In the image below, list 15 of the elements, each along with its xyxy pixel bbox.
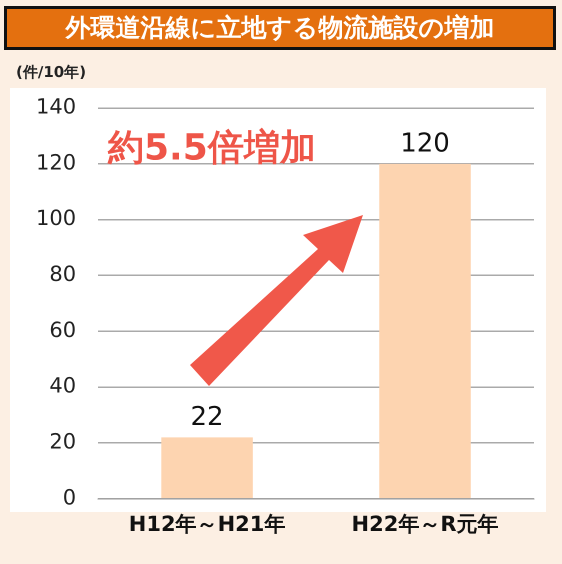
y-tick-label: 80 — [49, 262, 76, 286]
chart-title: 外環道沿線に立地する物流施設の増加 — [4, 6, 556, 50]
y-tick-label: 140 — [36, 94, 76, 118]
data-label: 120 — [400, 128, 450, 159]
y-tick-label: 0 — [62, 485, 76, 510]
x-tick-label: H22年～R元年 — [352, 512, 499, 536]
y-tick-label: 100 — [36, 206, 76, 230]
y-tick-label: 40 — [49, 374, 76, 398]
annotation: 約5.5倍増加 — [107, 127, 316, 168]
y-axis-title: (件/10年) — [16, 62, 86, 81]
y-tick-label: 120 — [36, 150, 76, 174]
y-tick-label: 20 — [49, 429, 76, 454]
y-tick-label: 60 — [49, 318, 76, 342]
x-tick-label: H12年～H21年 — [128, 512, 286, 536]
data-label: 22 — [190, 402, 224, 432]
